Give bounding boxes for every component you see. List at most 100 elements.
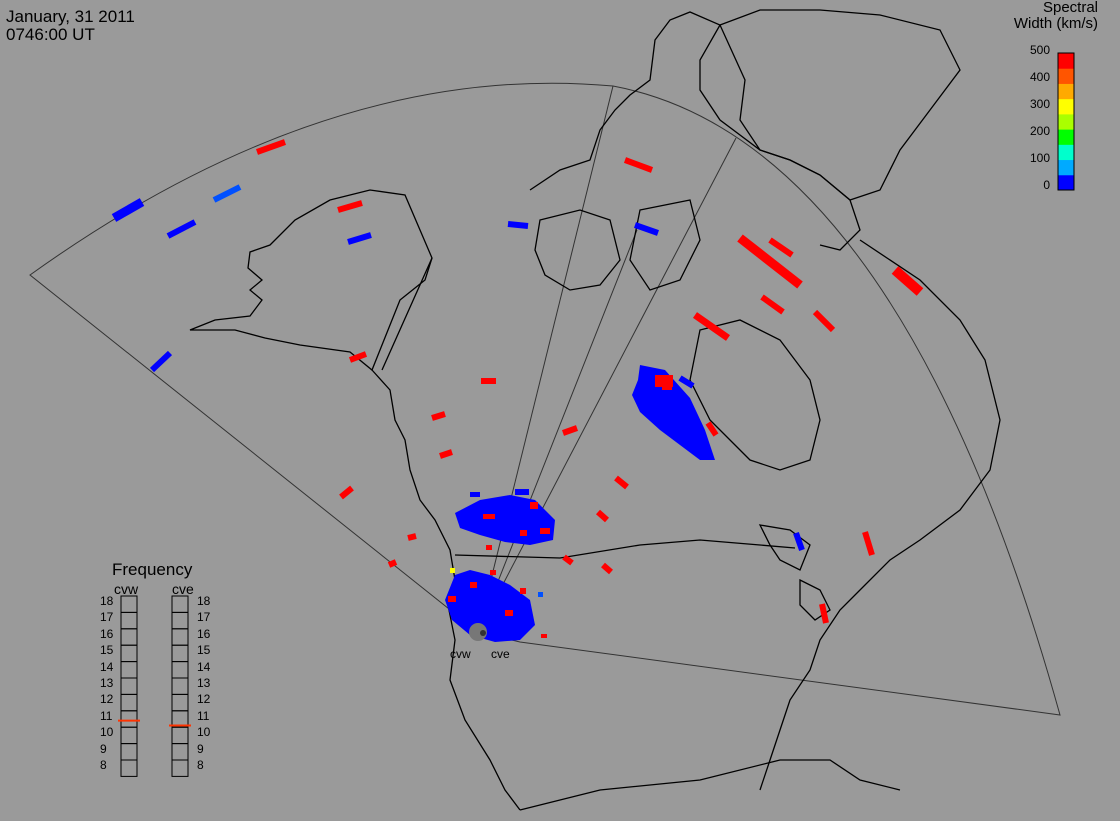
frequency-scale-label: 9 — [197, 741, 204, 756]
frequency-title: Frequency — [112, 560, 193, 579]
coastlines — [189, 9, 1001, 811]
scatter-cell — [891, 266, 924, 296]
scatter-cell — [255, 139, 287, 155]
radar-label-cvw: cvw — [450, 647, 471, 661]
colorbar-segment — [1058, 144, 1074, 161]
frequency-scale-label: 9 — [100, 741, 107, 756]
frequency-scale-label: 10 — [197, 725, 211, 740]
scatter-cell — [614, 475, 629, 490]
scatter-cell — [348, 351, 368, 363]
colorbar-segment — [1058, 68, 1074, 84]
frequency-gauge-cell — [171, 759, 189, 777]
frequency-radar-label-cve: cve — [172, 581, 194, 597]
scatter-cell — [705, 421, 719, 437]
colorbar-tick-label: 0 — [1043, 178, 1050, 192]
scatter-cell — [793, 532, 805, 551]
fov-outline — [29, 82, 1061, 716]
radar-label-cve: cve — [491, 647, 510, 661]
frequency-scale-label: 8 — [100, 758, 107, 772]
frequency-scale-label: 16 — [197, 626, 211, 641]
colorbar-tick-label: 300 — [1029, 97, 1050, 111]
colorbar-segment — [1058, 83, 1074, 100]
frequency-scale-label: 8 — [197, 758, 204, 772]
scatter-cell — [634, 222, 659, 236]
scatter-cell — [111, 198, 145, 222]
colorbar — [1057, 52, 1075, 191]
colorbar-title: Spectral Width (km/s) — [990, 0, 1098, 32]
scatter-cell — [601, 562, 613, 575]
frequency-gauge-cell — [171, 611, 189, 630]
frequency-gauge-cell — [171, 595, 189, 613]
scatter-cell — [337, 200, 363, 213]
frequency-scale-label: 12 — [100, 692, 114, 707]
scatter-patch-central — [632, 365, 715, 460]
scatter-cell — [387, 559, 398, 568]
frequency-scale-label: 11 — [100, 708, 113, 723]
frequency-gauge-cell — [120, 693, 138, 712]
frequency-scale-label: 13 — [197, 676, 211, 690]
scatter-cell — [562, 554, 574, 566]
frequency-gauge-cell — [120, 611, 138, 630]
frequency-scale-label: 18 — [197, 594, 211, 608]
frequency-gauge-cell — [171, 743, 189, 761]
colorbar-tick-label: 500 — [1029, 43, 1050, 57]
colorbar-segment — [1058, 174, 1074, 191]
frequency-gauge-cell — [120, 661, 138, 679]
frequency-scale-label: 15 — [197, 643, 211, 658]
colorbar-tick-label: 400 — [1029, 70, 1050, 84]
colorbar-title-line2: Width (km/s) — [1013, 15, 1098, 32]
colorbar-segment — [1058, 159, 1074, 176]
radar-site-marker — [469, 623, 487, 641]
frequency-scale-label: 17 — [197, 610, 211, 625]
frequency-gauge-cell — [171, 661, 189, 679]
frequency-scale-label: 14 — [100, 659, 114, 674]
frequency-scale-label: 15 — [100, 643, 114, 658]
frequency-gauge-cell — [120, 628, 138, 646]
scatter-cell — [212, 184, 242, 203]
colorbar-segment — [1058, 98, 1074, 115]
frequency-gauge-cell — [120, 759, 138, 777]
frequency-scale-label: 14 — [197, 659, 211, 674]
time-label: 0746:00 UT — [6, 25, 95, 44]
frequency-scale-label: 18 — [100, 594, 114, 608]
scatter-cell — [166, 219, 197, 239]
frequency-gauge-cell — [120, 726, 138, 745]
frequency-gauge-cell — [120, 677, 138, 695]
scatter-cell — [407, 533, 417, 541]
frequency-gauge-cell — [120, 710, 138, 728]
scatter-cells — [111, 139, 924, 624]
scatter-cell — [692, 312, 731, 341]
scatter-cell — [561, 425, 579, 436]
frequency-scale-label: 16 — [100, 626, 114, 641]
colorbar-frame — [1057, 52, 1075, 191]
scatter-cell — [439, 449, 453, 459]
scatter-cell — [596, 509, 609, 523]
scatter-patch-near — [455, 489, 555, 550]
frequency-scale-label: 12 — [197, 692, 211, 707]
frequency-gauges — [118, 595, 191, 777]
date-label: January, 31 2011 — [6, 7, 135, 26]
scatter-cell — [760, 294, 785, 315]
colorbar-segment — [1058, 113, 1074, 130]
frequency-gauge-cell — [171, 726, 189, 745]
radar-site-marker — [480, 630, 486, 636]
frequency-gauge-cell — [171, 693, 189, 712]
frequency-gauge-cell — [171, 628, 189, 646]
scatter-cell — [149, 350, 173, 373]
colorbar-segment — [1058, 129, 1074, 145]
scatter-cell — [339, 485, 354, 500]
colorbar-tick-label: 100 — [1029, 151, 1050, 165]
frequency-scale-label: 10 — [100, 725, 114, 740]
scatter-cell — [862, 531, 875, 556]
frequency-gauge-cell — [120, 743, 138, 761]
scatter-fan — [445, 568, 547, 642]
colorbar-title-line1: Spectral — [1042, 0, 1098, 16]
frequency-scale-label: 13 — [100, 676, 114, 690]
scatter-cell — [819, 603, 829, 624]
colorbar-tick-label: 200 — [1029, 124, 1050, 138]
scatter-cell — [431, 411, 446, 421]
frequency-radar-label-cvw: cvw — [114, 581, 139, 597]
scatter-cell — [768, 237, 794, 258]
scatter-cell — [347, 232, 372, 245]
